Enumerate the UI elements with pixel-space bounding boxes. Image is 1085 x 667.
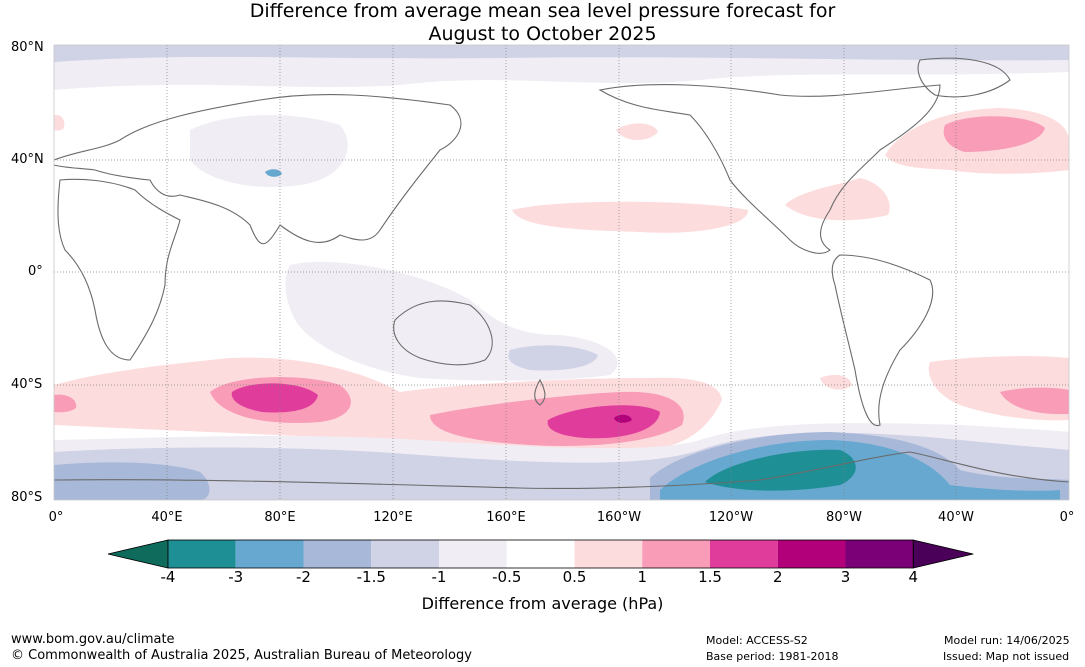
colorbar-extend-high (912, 539, 974, 569)
colorbar-tick-label: -0.5 (492, 568, 522, 586)
south-pacific-anomaly-core (508, 345, 598, 371)
anomaly-shading (54, 45, 1069, 500)
footer-model: Model: ACCESS-S2 (706, 634, 808, 647)
colorbar-tick-label: 3 (840, 568, 851, 586)
lat-label-40n: 40°N (11, 152, 44, 167)
map-title-line2: August to October 2025 (428, 23, 657, 45)
antarctic-anomaly-core (705, 449, 856, 491)
colorbar-tick-label: -4 (160, 568, 176, 586)
colorbar-tick-label: -2 (296, 568, 311, 586)
australia-coast (393, 300, 493, 366)
colorbar-swatch (506, 540, 575, 568)
colorbar-swatch (235, 540, 304, 568)
colorbar-swatch (168, 540, 236, 568)
lon-label-80w: 80°W (826, 510, 862, 525)
africa-coast (57, 178, 181, 361)
north-america-coast (598, 84, 941, 254)
south-pacific-anomaly-core (547, 405, 660, 439)
colorbar-swatch (777, 540, 846, 568)
colorbar-tick-label: 1 (637, 568, 648, 586)
lon-label-0-east: 0° (1059, 510, 1075, 525)
pressure-anomaly-map (53, 44, 1070, 501)
colorbar-title: Difference from average (hPa) (421, 594, 664, 613)
footer-url: www.bom.gov.au/climate (11, 632, 175, 647)
arctic-anomaly-core (54, 45, 1069, 62)
lon-label-160e: 160°E (486, 510, 526, 525)
lon-label-40e: 40°E (151, 510, 183, 525)
colorbar-swatch (574, 540, 643, 568)
tropical-pacific-anomaly (512, 201, 749, 233)
colorbar-tick-label: 4 (908, 568, 919, 586)
lon-label-120w: 120°W (708, 510, 754, 525)
colorbar-tick-label: 2 (772, 568, 783, 586)
colorbar-tick-label: -1 (431, 568, 447, 586)
map-title: Difference from average mean sea level p… (0, 0, 1085, 46)
north-atlantic-anomaly-core (943, 116, 1045, 152)
map-title-line1: Difference from average mean sea level p… (249, 0, 836, 22)
footer-model-run: Model run: 14/06/2025 (944, 634, 1070, 647)
colorbar-swatch (710, 540, 778, 568)
colorbar-swatch (303, 540, 372, 568)
graticule (54, 45, 1069, 500)
colorbar-tick-label: 0.5 (562, 568, 587, 586)
south-america-coast (831, 254, 934, 426)
colorbar-outline (167, 539, 914, 569)
asia-anomaly-area (190, 115, 348, 188)
tibet-anomaly-spot (265, 169, 282, 177)
colorbar-tick-label: -3 (228, 568, 244, 586)
caribbean-anomaly (785, 178, 890, 221)
eurasia-coast (53, 94, 462, 245)
footer-issued: Issued: Map not issued (943, 650, 1070, 663)
greenland-coast (917, 57, 1011, 98)
west-edge-pink-core (54, 394, 77, 413)
indian-ocean-anomaly-core (231, 383, 318, 413)
lon-label-120e: 120°E (373, 510, 413, 525)
map-frame (53, 44, 1070, 501)
lon-label-0-west: 0° (48, 510, 64, 525)
south-atlantic-pink-core (1000, 387, 1069, 415)
north-pacific-anomaly (616, 123, 658, 140)
colorbar-swatch (845, 540, 914, 568)
lon-label-160w: 160°W (596, 510, 642, 525)
south-pacific-anomaly-peak (614, 414, 632, 423)
lon-label-40w: 40°W (938, 510, 974, 525)
colorbar-tick-label: -1.5 (356, 568, 386, 586)
lat-label-80n: 80°N (11, 40, 44, 55)
lat-label-80s: 80°S (11, 490, 43, 505)
colorbar-swatch (642, 540, 710, 568)
colorbar (107, 539, 974, 569)
coastlines (53, 57, 1070, 489)
lon-label-80e: 80°E (264, 510, 296, 525)
colorbar-swatch (371, 540, 439, 568)
colorbar-swatch (439, 540, 507, 568)
new-zealand-coast (534, 378, 546, 406)
footer-base-period: Base period: 1981-2018 (706, 650, 839, 663)
footer-copyright: © Commonwealth of Australia 2025, Austra… (11, 648, 472, 663)
antarctic-band-2-west (54, 462, 210, 500)
antarctica-coast (53, 451, 1070, 489)
lat-label-equator: 0° (28, 264, 43, 279)
europe-anomaly (54, 114, 65, 131)
colorbar-tick-label: 1.5 (698, 568, 722, 586)
lat-label-40s: 40°S (11, 377, 43, 392)
colorbar-extend-low (107, 539, 169, 569)
colorbar-swatches (107, 539, 974, 569)
